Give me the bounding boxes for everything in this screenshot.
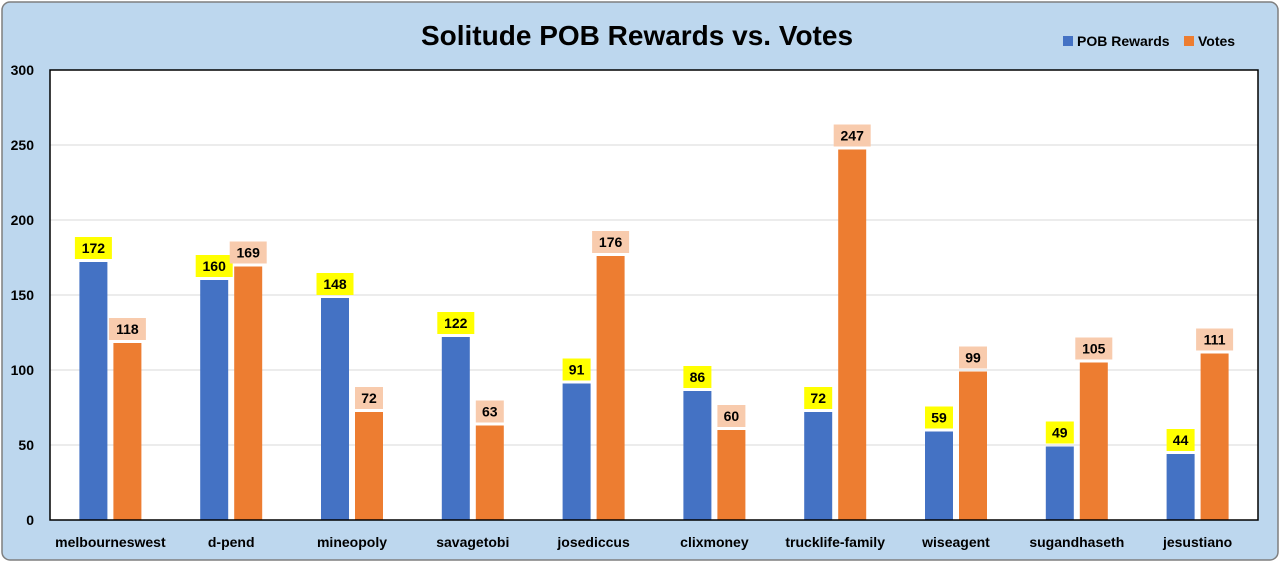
plot-border xyxy=(49,69,1259,521)
data-label-votes-d-pend: 169 xyxy=(237,245,261,261)
x-tick-label-mineopoly: mineopoly xyxy=(317,534,387,550)
x-tick-label-sugandhaseth: sugandhaseth xyxy=(1029,534,1124,550)
y-tick-label: 300 xyxy=(11,62,35,78)
data-label-votes-sugandhaseth: 105 xyxy=(1082,341,1106,357)
data-label-votes-wiseagent: 99 xyxy=(965,350,981,366)
data-label-bg xyxy=(475,400,504,423)
data-label-bg xyxy=(925,406,953,429)
legend-swatch-votes xyxy=(1184,36,1194,46)
data-label-bg xyxy=(1045,421,1074,444)
bar-votes-wiseagent xyxy=(959,371,987,520)
x-tick-label-clixmoney: clixmoney xyxy=(680,534,749,550)
data-label-pob-rewards-trucklife-family: 72 xyxy=(810,390,826,406)
bar-pob-rewards-josediccus xyxy=(562,383,591,520)
data-label-pob-rewards-wiseagent: 59 xyxy=(931,410,947,426)
data-label-pob-rewards-jesustiano: 44 xyxy=(1173,432,1189,448)
x-tick-label-d-pend: d-pend xyxy=(208,534,255,550)
x-tick-label-wiseagent: wiseagent xyxy=(921,534,990,550)
y-tick-label: 100 xyxy=(11,362,35,378)
data-label-bg xyxy=(592,231,630,253)
bar-pob-rewards-jesustiano xyxy=(1166,454,1195,520)
data-labels: 172 118 160 169 148 72 122 63 91 176 86 60 72 247 59 99… xyxy=(74,124,1234,451)
y-tick-label: 250 xyxy=(11,137,35,153)
data-label-bg xyxy=(717,405,746,427)
bar-votes-melbourneswest xyxy=(113,343,142,520)
bar-votes-mineopoly xyxy=(355,412,383,520)
data-label-votes-josediccus: 176 xyxy=(599,234,623,250)
x-tick-label-josediccus: josediccus xyxy=(556,534,630,550)
bar-pob-rewards-wiseagent xyxy=(925,431,953,520)
data-label-bg xyxy=(1075,337,1113,360)
x-tick-label-melbourneswest: melbourneswest xyxy=(55,534,166,550)
data-label-bg xyxy=(355,387,383,409)
legend-label-votes: Votes xyxy=(1198,33,1235,49)
legend-swatch-pob-rewards xyxy=(1063,36,1073,46)
x-tick-label-savagetobi: savagetobi xyxy=(436,534,509,550)
bars xyxy=(79,149,1229,520)
data-label-votes-mineopoly: 72 xyxy=(361,390,377,406)
data-label-bg xyxy=(316,273,354,295)
data-label-bg xyxy=(562,358,591,381)
y-tick-label: 200 xyxy=(11,212,35,228)
bar-votes-trucklife-family xyxy=(838,149,867,520)
data-label-pob-rewards-melbourneswest: 172 xyxy=(82,240,106,256)
data-label-pob-rewards-sugandhaseth: 49 xyxy=(1052,425,1068,441)
y-tick-label: 150 xyxy=(11,287,35,303)
bar-pob-rewards-trucklife-family xyxy=(804,412,833,520)
data-label-bg xyxy=(833,124,871,147)
bar-votes-d-pend xyxy=(234,266,263,520)
data-label-bg xyxy=(229,241,267,264)
data-label-bg xyxy=(108,318,146,340)
data-label-bg xyxy=(74,237,112,259)
data-label-bg xyxy=(195,255,233,277)
bar-votes-savagetobi xyxy=(475,425,504,520)
data-label-pob-rewards-clixmoney: 86 xyxy=(690,369,706,385)
data-label-pob-rewards-josediccus: 91 xyxy=(569,362,585,378)
bar-votes-clixmoney xyxy=(717,430,746,520)
legend-label-pob-rewards: POB Rewards xyxy=(1077,33,1170,49)
data-label-votes-savagetobi: 63 xyxy=(482,404,498,420)
data-label-bg xyxy=(437,312,475,334)
bar-pob-rewards-clixmoney xyxy=(683,391,712,520)
data-label-bg xyxy=(1166,429,1195,451)
bar-votes-sugandhaseth xyxy=(1079,362,1108,520)
bar-pob-rewards-melbourneswest xyxy=(79,262,108,520)
chart-title: Solitude POB Rewards vs. Votes xyxy=(421,20,853,51)
x-tick-label-trucklife-family: trucklife-family xyxy=(785,534,885,550)
y-axis-tick-labels: 0 50 100 150 200 250 300 xyxy=(11,62,35,528)
bar-votes-josediccus xyxy=(596,256,625,520)
bar-pob-rewards-mineopoly xyxy=(321,298,349,520)
data-label-votes-jesustiano: 111 xyxy=(1204,332,1226,348)
data-label-votes-trucklife-family: 247 xyxy=(841,128,865,144)
bar-votes-jesustiano xyxy=(1200,353,1229,520)
data-label-bg xyxy=(1196,328,1234,351)
x-tick-label-jesustiano: jesustiano xyxy=(1162,534,1232,550)
x-axis-tick-labels: melbourneswest d-pend mineopoly savagetobi j… xyxy=(55,534,1232,550)
data-label-bg xyxy=(683,366,712,388)
data-label-votes-melbourneswest: 118 xyxy=(116,321,139,337)
data-label-bg xyxy=(804,387,833,409)
data-label-pob-rewards-mineopoly: 148 xyxy=(323,276,347,292)
y-tick-label: 50 xyxy=(18,437,34,453)
bar-pob-rewards-sugandhaseth xyxy=(1045,446,1074,520)
y-tick-label: 0 xyxy=(26,512,34,528)
data-label-bg xyxy=(959,346,987,369)
legend: POB Rewards Votes xyxy=(1063,33,1235,49)
data-label-pob-rewards-savagetobi: 122 xyxy=(444,315,468,331)
data-label-pob-rewards-d-pend: 160 xyxy=(203,258,227,274)
bar-pob-rewards-d-pend xyxy=(200,280,229,520)
data-label-votes-clixmoney: 60 xyxy=(724,408,740,424)
bar-pob-rewards-savagetobi xyxy=(441,337,470,520)
